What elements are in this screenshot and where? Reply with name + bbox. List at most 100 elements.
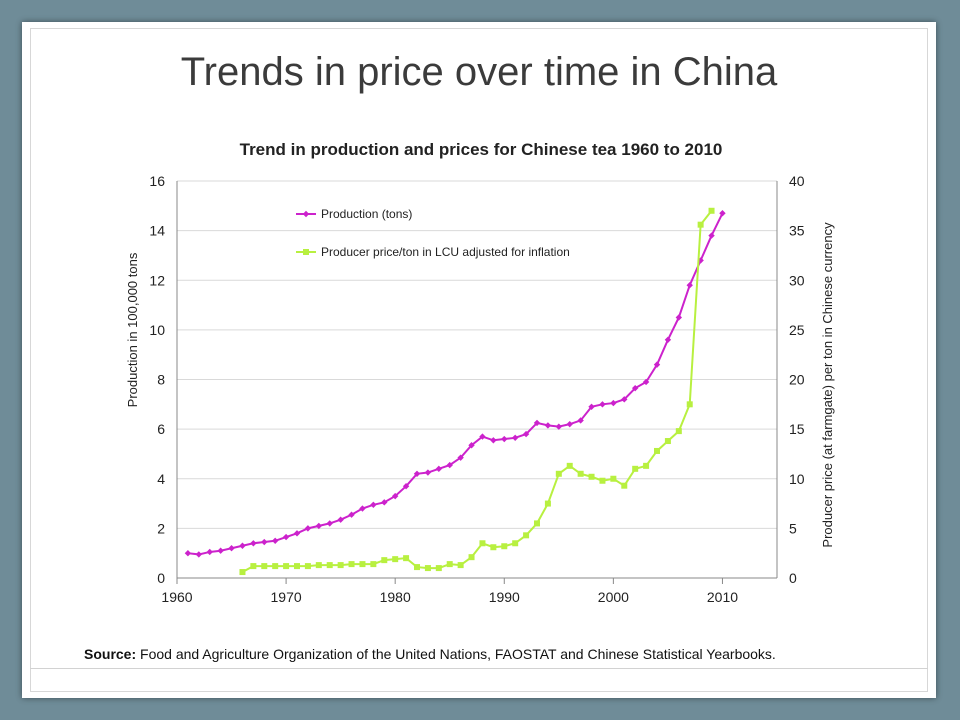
chart-title: Trend in production and prices for Chine… [240, 140, 723, 159]
data-point [435, 565, 442, 572]
data-point [293, 530, 301, 537]
data-point [435, 465, 443, 473]
data-point [610, 475, 617, 482]
data-point [348, 561, 355, 568]
data-point [217, 547, 224, 554]
data-point [228, 545, 235, 552]
data-point [315, 562, 322, 569]
slide-title: Trends in price over time in China [180, 50, 778, 94]
data-point [261, 538, 268, 546]
y2-tick-label: 40 [789, 173, 805, 189]
source-label: Source: [84, 646, 137, 662]
data-point [468, 554, 475, 561]
data-point [239, 569, 246, 576]
legend-marker [303, 249, 309, 255]
data-point [381, 557, 388, 564]
x-tick-label: 2010 [707, 589, 738, 605]
data-point [206, 548, 213, 556]
data-point [523, 532, 530, 539]
data-point [479, 540, 486, 547]
data-point [588, 473, 595, 480]
data-point [304, 563, 311, 570]
series-line [241, 210, 713, 573]
data-point [304, 525, 312, 532]
data-point [271, 537, 279, 544]
data-point [653, 361, 661, 368]
data-point [642, 378, 650, 386]
y2-tick-label: 0 [789, 570, 797, 586]
data-point [675, 428, 682, 435]
series-production [184, 210, 726, 558]
data-point [283, 563, 290, 570]
data-point [697, 221, 704, 228]
data-point [599, 477, 606, 484]
data-point [522, 430, 530, 438]
data-point [577, 417, 584, 424]
data-point [544, 422, 552, 429]
y2-tick-label: 30 [789, 272, 805, 288]
data-point [315, 522, 323, 530]
data-point [664, 336, 672, 343]
legend-marker [302, 210, 310, 218]
data-point [250, 540, 257, 547]
data-point [403, 555, 410, 562]
legend-item-production: Production (tons) [296, 207, 412, 221]
x-tick-label: 1980 [380, 589, 411, 605]
data-point [413, 470, 421, 477]
data-point [654, 447, 660, 454]
data-point [719, 210, 726, 217]
legend: Production (tons) Producer price/ton in L… [296, 207, 570, 259]
source-text: Food and Agriculture Organization of the… [136, 646, 776, 662]
data-point [664, 438, 671, 445]
data-point [392, 556, 399, 563]
data-point [326, 562, 333, 569]
data-point [512, 540, 519, 547]
y-tick-label: 0 [157, 570, 165, 586]
data-point [610, 399, 617, 407]
y2-tick-label: 25 [789, 322, 805, 338]
y2-tick-label: 35 [789, 223, 805, 239]
data-point [631, 384, 639, 392]
x-tick-label: 1990 [489, 589, 520, 605]
axes: 0 2 4 6 8 10 12 14 16 0 5 10 15 20 25 30 35 40 1960 1970 198… [149, 173, 804, 605]
data-point [686, 401, 693, 408]
y2-axis-label: Producer price (at farmgate) per ton in … [820, 222, 835, 548]
data-point [643, 462, 650, 469]
slide: Trends in price over time in China Sourc… [22, 22, 936, 698]
data-point [708, 207, 715, 214]
data-point [446, 561, 453, 568]
y-tick-label: 6 [157, 421, 165, 437]
data-point [402, 482, 410, 490]
data-point [424, 565, 431, 572]
data-point [184, 549, 192, 557]
data-point [599, 401, 606, 408]
x-tick-label: 1960 [161, 589, 192, 605]
data-point [533, 419, 541, 427]
data-point [424, 469, 432, 476]
y-tick-label: 14 [149, 223, 165, 239]
data-point [250, 563, 257, 570]
y-tick-label: 4 [157, 471, 165, 487]
data-point [566, 462, 573, 469]
y-tick-label: 8 [157, 372, 165, 388]
data-point [686, 282, 693, 289]
data-point [555, 470, 562, 477]
legend-item-price: Producer price/ton in LCU adjusted for i… [296, 245, 570, 259]
series-price [239, 207, 715, 576]
data-point [708, 232, 715, 239]
data-point [566, 420, 573, 428]
data-point [239, 542, 246, 549]
y2-tick-label: 5 [789, 520, 797, 536]
data-point [675, 314, 683, 321]
y-axis-label: Production in 100,000 tons [125, 252, 140, 407]
series-line [187, 212, 724, 556]
x-tick-label: 1970 [271, 589, 302, 605]
data-point [479, 433, 486, 440]
y-tick-label: 16 [149, 173, 165, 189]
data-point [490, 544, 497, 551]
data-point [337, 516, 344, 523]
data-point [621, 396, 628, 403]
y2-tick-label: 15 [789, 421, 805, 437]
data-point [326, 520, 333, 527]
